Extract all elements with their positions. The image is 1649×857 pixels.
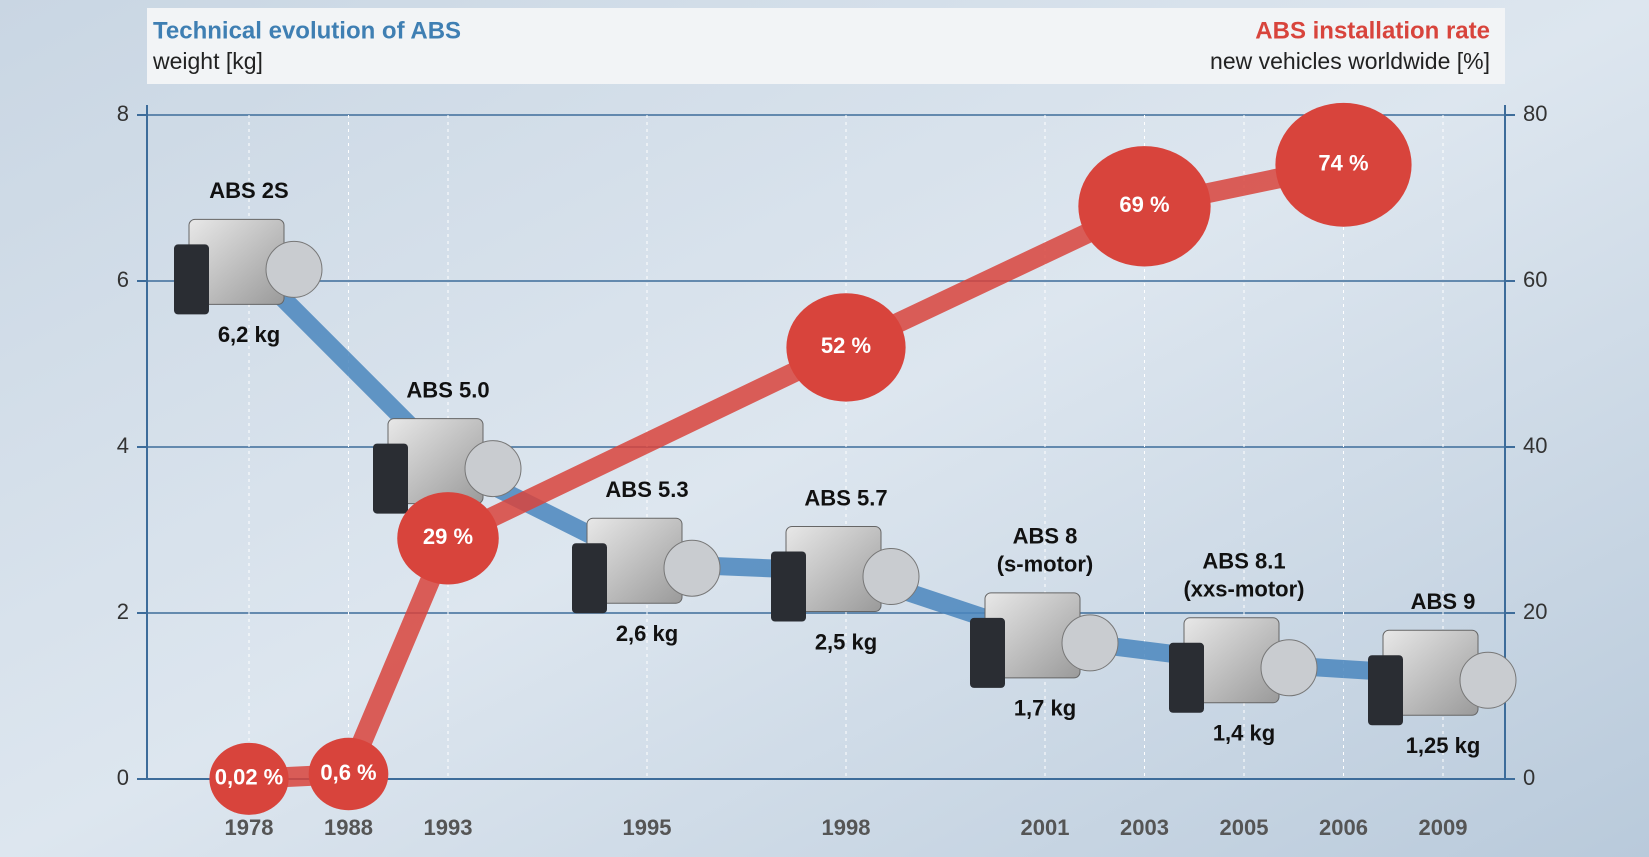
product-image <box>771 526 920 622</box>
product-name: ABS 5.3 <box>605 477 688 502</box>
x-tick-label: 1995 <box>623 815 672 840</box>
product-name: ABS 5.7 <box>804 485 887 510</box>
product-motor <box>862 548 920 605</box>
weight-label: 1,7 kg <box>1014 696 1076 721</box>
rate-label: 74 % <box>1318 151 1368 176</box>
y2-tick-label: 60 <box>1523 267 1547 292</box>
y2-tick-label: 40 <box>1523 433 1547 458</box>
product-motor <box>464 440 522 498</box>
rate-label: 29 % <box>423 524 473 549</box>
rate-label: 0,02 % <box>215 765 284 790</box>
x-tick-label: 2001 <box>1021 815 1070 840</box>
product-image <box>174 218 323 315</box>
x-tick-label: 2005 <box>1220 815 1269 840</box>
product-image <box>373 418 522 514</box>
product-connector <box>1169 642 1204 713</box>
y2-tick-label: 80 <box>1523 101 1547 126</box>
product-image <box>970 592 1119 688</box>
chart-subtitle-right: new vehicles worldwide [%] <box>1210 48 1490 74</box>
rate-label: 0,6 % <box>320 760 376 785</box>
y-tick-label: 2 <box>117 599 129 624</box>
product-image <box>572 517 721 614</box>
x-tick-label: 1988 <box>324 815 373 840</box>
product-subname: (s-motor) <box>997 552 1094 577</box>
rate-bubble <box>397 492 499 585</box>
x-tick-label: 1998 <box>822 815 871 840</box>
y-tick-label: 4 <box>117 433 129 458</box>
rate-bubble <box>786 293 906 402</box>
y2-tick-label: 20 <box>1523 599 1547 624</box>
rate-bubble <box>1275 102 1412 227</box>
rate-label: 52 % <box>821 333 871 358</box>
product-connector <box>771 551 806 622</box>
chart-subtitle: weight [kg] <box>152 48 263 74</box>
product-motor <box>663 539 721 597</box>
weight-label: 2,5 kg <box>815 629 877 654</box>
rate-bubble <box>308 737 389 811</box>
chart-title: Technical evolution of ABS <box>153 17 461 44</box>
product-motor <box>1459 651 1517 709</box>
product-motor <box>1260 639 1318 697</box>
product-image <box>1169 617 1318 713</box>
product-connector <box>1368 655 1403 726</box>
weight-label: 2,6 kg <box>616 621 678 646</box>
product-connector <box>174 244 209 315</box>
x-tick-label: 2006 <box>1319 815 1368 840</box>
rate-label: 69 % <box>1119 192 1169 217</box>
y2-tick-label: 0 <box>1523 765 1535 790</box>
weight-label: 6,2 kg <box>218 322 280 347</box>
y-tick-label: 6 <box>117 267 129 292</box>
chart-title-right: ABS installation rate <box>1255 17 1490 44</box>
y-tick-label: 8 <box>117 101 129 126</box>
product-motor <box>265 240 323 298</box>
rate-bubble <box>1078 146 1211 267</box>
product-motor <box>1061 614 1119 672</box>
product-name: ABS 8 <box>1013 524 1078 549</box>
product-connector <box>970 617 1005 688</box>
product-image <box>1368 629 1517 726</box>
product-name: ABS 9 <box>1411 589 1476 614</box>
product-name: ABS 5.0 <box>406 377 489 402</box>
product-connector <box>572 543 607 614</box>
x-tick-label: 2009 <box>1419 815 1468 840</box>
product-connector <box>373 443 408 514</box>
x-tick-label: 2003 <box>1120 815 1169 840</box>
product-name: ABS 8.1 <box>1202 549 1285 574</box>
y-tick-label: 0 <box>117 765 129 790</box>
product-name: ABS 2S <box>209 178 288 203</box>
weight-label: 1,25 kg <box>1406 733 1481 758</box>
weight-label: 1,4 kg <box>1213 721 1275 746</box>
rate-bubble <box>209 742 289 815</box>
product-subname: (xxs-motor) <box>1183 577 1304 602</box>
header-band <box>147 8 1505 84</box>
x-tick-label: 1993 <box>424 815 473 840</box>
x-tick-label: 1978 <box>225 815 274 840</box>
